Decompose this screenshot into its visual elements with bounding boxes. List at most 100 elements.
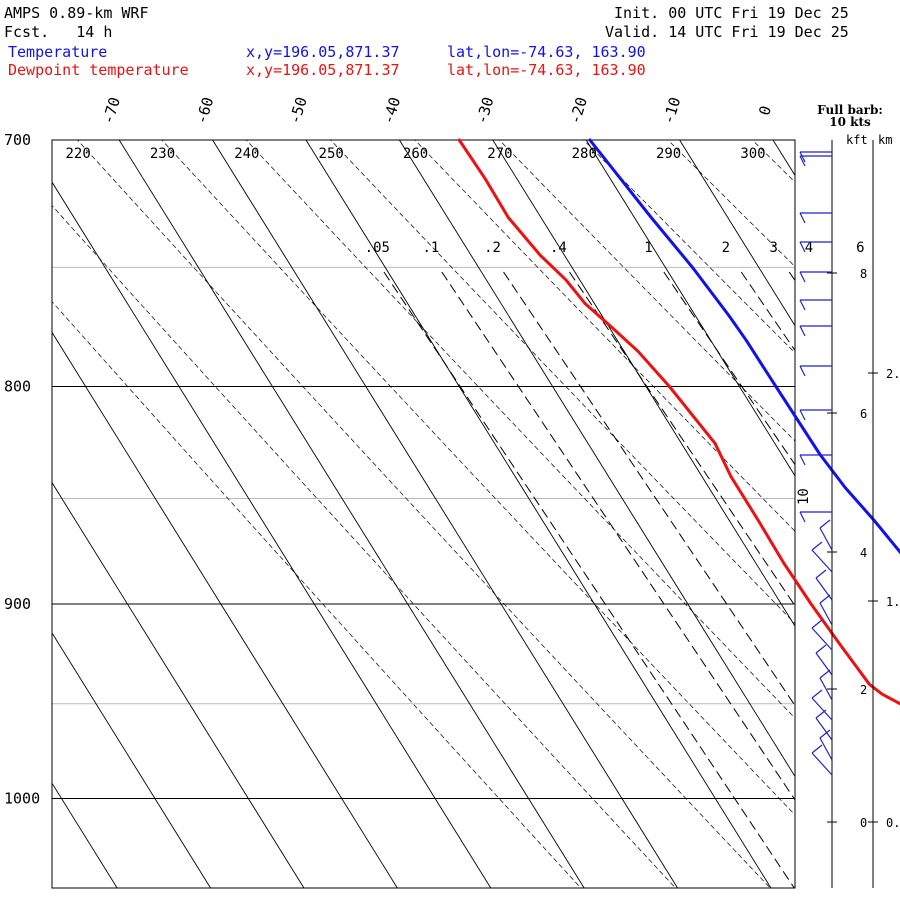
fcst-hours: 14 h bbox=[76, 23, 113, 41]
legend-temperature-label: Temperature bbox=[8, 43, 108, 61]
isotherm-line bbox=[52, 481, 305, 888]
dry-adiabat-line bbox=[52, 301, 582, 888]
kft-axis-title: kft bbox=[846, 133, 868, 147]
init-label: Init. bbox=[614, 4, 660, 22]
wind-barb-flag bbox=[799, 151, 806, 163]
wind-barb-flag bbox=[815, 569, 827, 579]
fcst-label: Fcst. bbox=[4, 23, 50, 41]
wind-barb-flag bbox=[811, 541, 823, 551]
temperature-tick-label: -50 bbox=[286, 95, 311, 126]
wind-barb-shaft bbox=[815, 652, 833, 676]
dewpoint-profile-line bbox=[457, 138, 900, 706]
wind-barb-shaft bbox=[811, 697, 833, 721]
isotherm-line bbox=[52, 782, 118, 888]
mixing-ratio-line bbox=[663, 271, 795, 466]
wind-barb bbox=[819, 519, 833, 551]
theta-label: 280 bbox=[572, 146, 597, 162]
wind-barb-flag bbox=[799, 409, 806, 421]
wind-barb bbox=[819, 669, 833, 701]
temperature-tick-label: -20 bbox=[566, 95, 591, 126]
wind-barb-shaft bbox=[815, 577, 833, 601]
wind-barb-flag bbox=[799, 454, 806, 466]
wind-barb-flag bbox=[811, 689, 823, 699]
mixing-ratio-line bbox=[824, 272, 900, 888]
pressure-tick-label: 1000 bbox=[4, 790, 40, 808]
wind-barb bbox=[819, 594, 833, 626]
valid-label: Valid. bbox=[605, 23, 660, 41]
km-tick-label: 2. bbox=[886, 367, 900, 381]
mixing-ratio-line bbox=[740, 271, 795, 352]
dry-adiabat-line bbox=[245, 140, 795, 719]
isotherm-line bbox=[679, 140, 795, 327]
wind-barb bbox=[811, 541, 833, 573]
height-panel: kft km 0 2 4 6 8 0. 1. 2. bbox=[799, 133, 900, 888]
wind-barb-shaft bbox=[819, 602, 833, 626]
dry-adiabat-line bbox=[161, 140, 795, 816]
isotherm-line bbox=[118, 140, 585, 888]
temperature-tick-label: -60 bbox=[192, 95, 217, 126]
mixing-ratio-line bbox=[383, 271, 795, 888]
kft-tick-label: 4 bbox=[860, 546, 867, 560]
wind-barb bbox=[799, 299, 832, 311]
mixing-ratio-line bbox=[441, 271, 795, 801]
wind-barb-flag bbox=[819, 729, 831, 739]
isotherm-line bbox=[866, 140, 900, 889]
mixing-ratio-line bbox=[503, 271, 795, 707]
isotherm-line bbox=[52, 181, 492, 888]
wind-barb-flag bbox=[799, 271, 806, 283]
isotherm-line bbox=[52, 331, 398, 888]
dry-adiabat-line bbox=[583, 140, 795, 354]
theta-label: 300 bbox=[740, 146, 765, 162]
pressure-tick-label: 700 bbox=[4, 131, 31, 149]
temperature-profile-line bbox=[588, 138, 900, 555]
wind-barb-flag bbox=[799, 299, 806, 311]
isotherm-line bbox=[305, 140, 772, 888]
plot-frame bbox=[51, 139, 796, 889]
side-marker-label: 10 bbox=[796, 488, 812, 505]
kft-tick-label: 2 bbox=[860, 683, 867, 697]
wind-barb bbox=[811, 689, 833, 721]
legend-temperature-xy: x,y=196.05,871.37 bbox=[246, 43, 400, 61]
km-tick-label: 1. bbox=[886, 595, 900, 609]
wind-barb bbox=[815, 709, 833, 741]
valid-time-value: 14 UTC Fri 19 Dec 25 bbox=[668, 23, 849, 41]
mixing-ratio-label: .2 bbox=[484, 240, 501, 256]
mixing-ratio-line bbox=[876, 272, 900, 888]
isotherm-line bbox=[585, 140, 795, 477]
theta-label: 260 bbox=[403, 146, 428, 162]
isotherm-line bbox=[492, 140, 795, 628]
wind-barb-flag bbox=[819, 594, 831, 604]
mixing-ratio-label: .05 bbox=[365, 240, 390, 256]
wind-barb bbox=[811, 744, 833, 776]
dry-adiabat-line bbox=[816, 120, 900, 900]
valid-time: Valid. 14 UTC Fri 19 Dec 25 bbox=[605, 23, 849, 41]
dry-adiabat-line bbox=[751, 140, 795, 183]
wind-barb-flag bbox=[799, 325, 806, 337]
dry-adiabat-line bbox=[414, 140, 795, 532]
wind-barb bbox=[799, 454, 832, 466]
temperature-tick-label: -40 bbox=[379, 95, 404, 126]
legend-dewpoint-xy: x,y=196.05,871.37 bbox=[246, 61, 400, 79]
wind-barb-shaft bbox=[811, 752, 833, 776]
wind-barb bbox=[799, 271, 832, 283]
theta-label: 230 bbox=[150, 146, 175, 162]
wind-barb-flag bbox=[815, 644, 827, 654]
mixing-ratio-label: 4 bbox=[805, 240, 813, 256]
wind-barb bbox=[799, 151, 832, 163]
wind-barb bbox=[815, 644, 833, 676]
theta-label: 270 bbox=[487, 146, 512, 162]
barb-note-line1: Full barb: bbox=[817, 103, 883, 117]
mixing-ratio-line bbox=[788, 271, 795, 282]
wind-barb-shaft bbox=[811, 549, 833, 573]
wind-barb-flag bbox=[819, 519, 831, 529]
kft-tick-label: 0 bbox=[860, 816, 867, 830]
init-time: Init. 00 UTC Fri 19 Dec 25 bbox=[614, 4, 849, 22]
mixing-ratio-label: .4 bbox=[550, 240, 567, 256]
mixing-ratio-line bbox=[569, 271, 795, 607]
wind-barb bbox=[799, 325, 832, 337]
wind-barb bbox=[799, 212, 832, 224]
temperature-tick-label: -30 bbox=[472, 95, 497, 126]
dry-adiabat-line bbox=[330, 140, 795, 625]
wind-barb-flag bbox=[799, 241, 806, 253]
